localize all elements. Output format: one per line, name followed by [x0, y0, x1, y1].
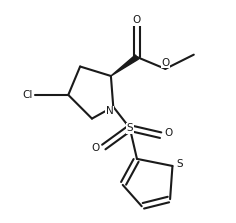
Text: O: O: [133, 15, 141, 25]
Text: O: O: [161, 58, 169, 68]
Polygon shape: [111, 55, 139, 76]
Text: O: O: [91, 143, 100, 153]
Text: S: S: [176, 159, 183, 169]
Text: Cl: Cl: [23, 90, 33, 100]
Text: N: N: [106, 107, 114, 116]
Text: O: O: [165, 128, 173, 138]
Text: S: S: [126, 123, 133, 133]
